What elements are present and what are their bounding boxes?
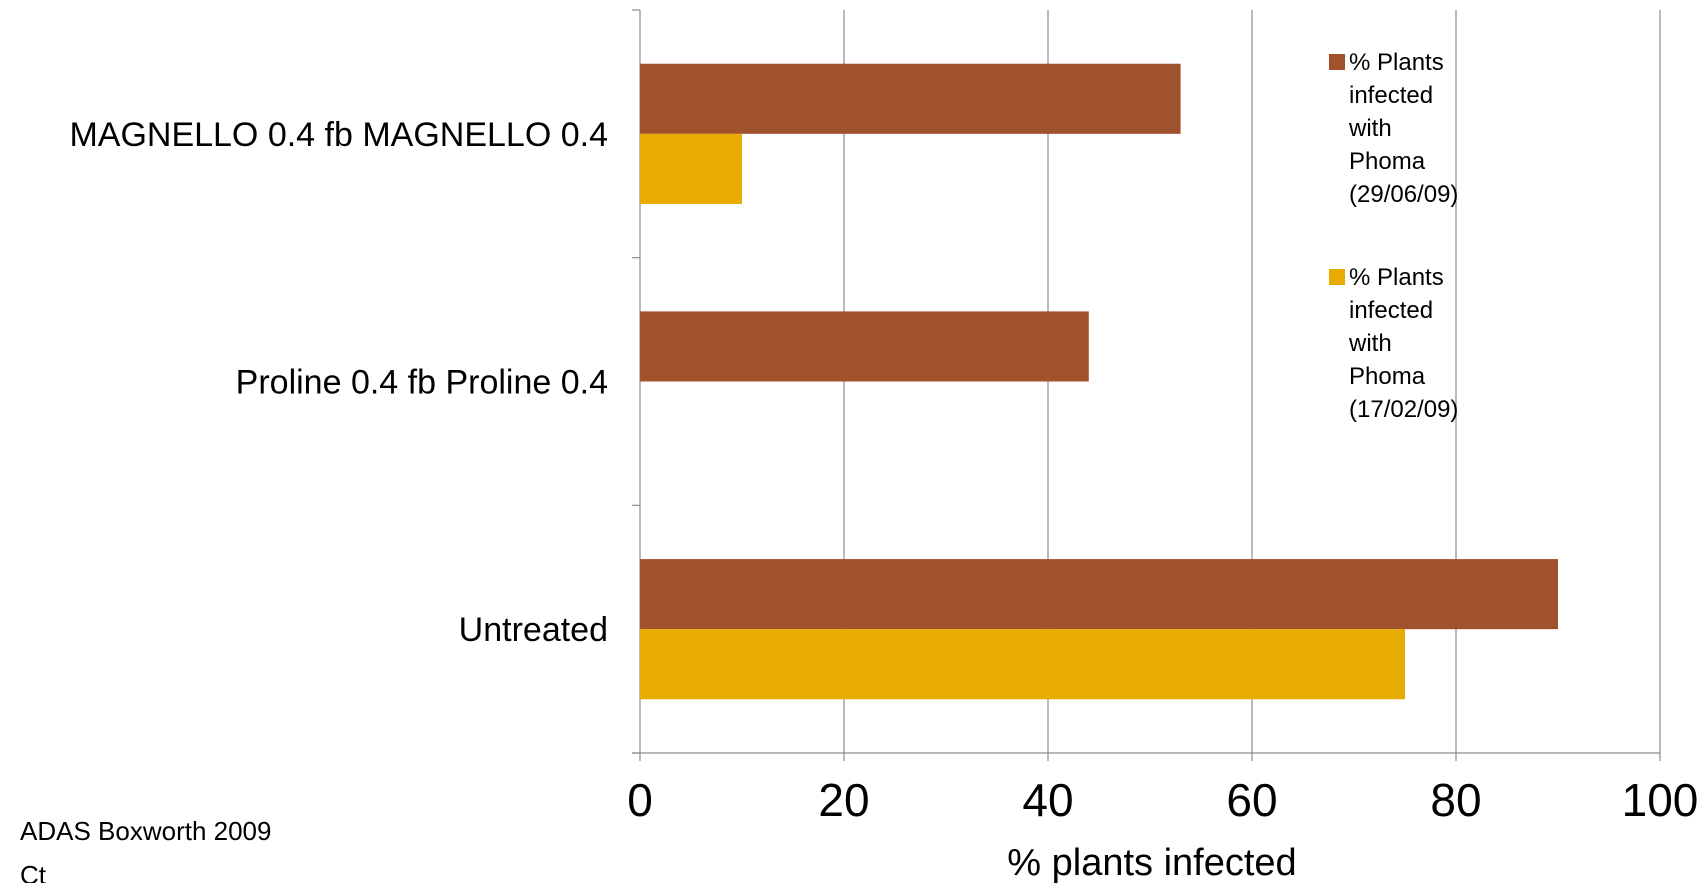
x-tick-label: 60	[1226, 774, 1277, 826]
legend-label: with	[1348, 330, 1392, 357]
bar-series1	[640, 63, 1181, 134]
legend-label: infected	[1349, 82, 1433, 109]
legend-label: (29/06/09)	[1349, 181, 1458, 208]
bar-series2	[640, 133, 742, 204]
legend-label: % Plants	[1349, 49, 1444, 76]
bar-series1	[640, 559, 1558, 630]
legend-swatch	[1329, 54, 1345, 70]
bar-series2	[640, 629, 1405, 700]
legend-label: (17/02/09)	[1349, 396, 1458, 423]
source-note: ADAS Boxworth 2009	[20, 816, 272, 846]
category-label: Untreated	[459, 611, 608, 649]
bar-series1	[640, 311, 1089, 382]
x-axis-title: % plants infected	[1007, 842, 1296, 883]
x-tick-label: 40	[1022, 774, 1073, 826]
partial-note: Ct	[20, 860, 46, 883]
category-label: Proline 0.4 fb Proline 0.4	[236, 364, 608, 402]
x-tick-label: 80	[1430, 774, 1481, 826]
legend-label: % Plants	[1349, 264, 1444, 291]
legend-label: Phoma	[1349, 148, 1426, 175]
x-tick-label: 20	[818, 774, 869, 826]
legend-label: infected	[1349, 297, 1433, 324]
x-tick-label: 100	[1622, 774, 1699, 826]
category-label: MAGNELLO 0.4 fb MAGNELLO 0.4	[69, 116, 608, 154]
x-tick-label: 0	[627, 774, 653, 826]
legend-label: with	[1348, 115, 1392, 142]
legend-swatch	[1329, 269, 1345, 285]
legend-label: Phoma	[1349, 363, 1426, 390]
